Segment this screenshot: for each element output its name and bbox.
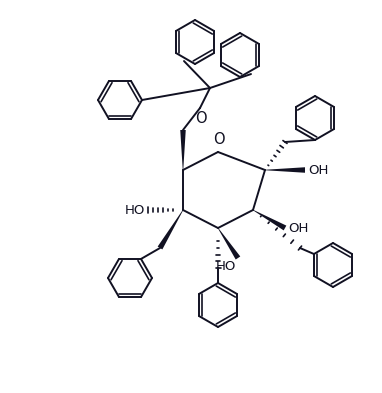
Polygon shape <box>253 210 286 230</box>
Text: O: O <box>213 132 225 147</box>
Polygon shape <box>180 130 186 170</box>
Polygon shape <box>158 210 183 250</box>
Text: OH: OH <box>288 222 308 235</box>
Polygon shape <box>218 228 240 259</box>
Text: OH: OH <box>308 163 329 176</box>
Text: O: O <box>195 111 207 126</box>
Polygon shape <box>265 167 305 173</box>
Text: HO: HO <box>215 260 236 273</box>
Text: HO: HO <box>125 204 145 217</box>
